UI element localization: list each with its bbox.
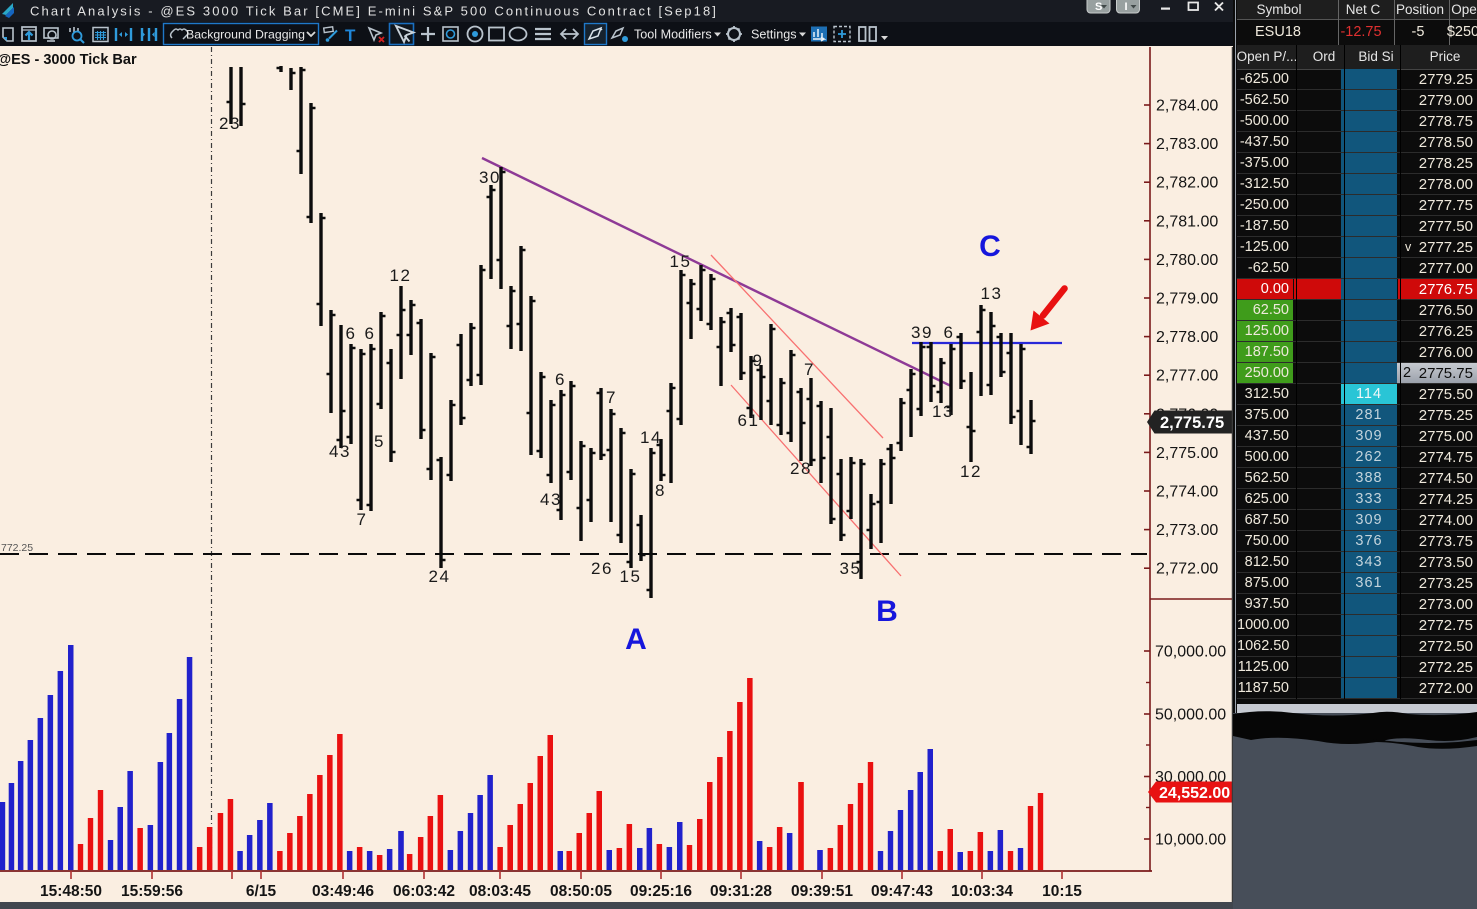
svg-text:09:31:28: 09:31:28 [710, 883, 772, 900]
svg-text:2,777.00: 2,777.00 [1156, 368, 1218, 385]
svg-text:Tool Modifiers: Tool Modifiers [634, 28, 712, 42]
svg-text:10,000.00: 10,000.00 [1155, 832, 1226, 849]
svg-text:50,000.00: 50,000.00 [1155, 707, 1226, 724]
svg-text:09:25:16: 09:25:16 [630, 883, 692, 900]
svg-text:08:03:45: 08:03:45 [469, 883, 531, 900]
svg-text:2,784.00: 2,784.00 [1156, 98, 1218, 115]
svg-text:12: 12 [390, 266, 412, 285]
svg-text:6: 6 [346, 324, 357, 343]
svg-text:43: 43 [540, 490, 562, 509]
svg-text:2,773.00: 2,773.00 [1156, 522, 1218, 539]
svg-text:2,783.00: 2,783.00 [1156, 136, 1218, 153]
svg-text:15:48:50: 15:48:50 [40, 883, 102, 900]
svg-text:Chart Analysis - @ES 3000 Tick: Chart Analysis - @ES 3000 Tick Bar [CME]… [30, 4, 718, 19]
svg-text:7: 7 [606, 388, 617, 407]
svg-text:2,772.00: 2,772.00 [1156, 561, 1218, 578]
svg-text:30: 30 [479, 168, 501, 187]
svg-text:2,775.75: 2,775.75 [1160, 414, 1224, 432]
svg-text:39: 39 [911, 323, 933, 342]
svg-text:13: 13 [932, 402, 954, 421]
svg-text:2,781.00: 2,781.00 [1156, 213, 1218, 230]
svg-text:2,778.00: 2,778.00 [1156, 329, 1218, 346]
svg-text:5: 5 [374, 432, 385, 451]
svg-text:09:47:43: 09:47:43 [871, 883, 933, 900]
svg-text:772.25: 772.25 [1, 542, 33, 554]
svg-text:70,000.00: 70,000.00 [1155, 644, 1226, 661]
svg-text:61: 61 [738, 411, 760, 430]
svg-text:6: 6 [944, 323, 955, 342]
svg-text:2,782.00: 2,782.00 [1156, 175, 1218, 192]
svg-text:15: 15 [670, 252, 692, 271]
svg-text:13: 13 [981, 284, 1003, 303]
svg-text:24: 24 [429, 567, 451, 586]
svg-text:2,775.00: 2,775.00 [1156, 445, 1218, 462]
svg-text:28: 28 [790, 459, 812, 478]
svg-text:24,552.00: 24,552.00 [1159, 785, 1230, 802]
svg-text:15:59:56: 15:59:56 [121, 883, 183, 900]
svg-text:T: T [345, 26, 356, 45]
svg-text:10:03:34: 10:03:34 [951, 883, 1013, 900]
svg-text:26: 26 [591, 559, 613, 578]
svg-text:C: C [979, 230, 1001, 263]
svg-text:2,774.00: 2,774.00 [1156, 484, 1218, 501]
svg-text:2,780.00: 2,780.00 [1156, 252, 1218, 269]
svg-text:6/15: 6/15 [246, 883, 277, 900]
svg-text:Settings: Settings [751, 28, 797, 42]
svg-text:12: 12 [960, 462, 982, 481]
svg-text:43: 43 [329, 442, 351, 461]
svg-text:15: 15 [620, 567, 642, 586]
svg-text:09:39:51: 09:39:51 [791, 883, 853, 900]
svg-text:I: I [1125, 1, 1128, 13]
svg-text:A: A [625, 623, 647, 656]
svg-text:@ES - 3000 Tick Bar: @ES - 3000 Tick Bar [0, 52, 137, 68]
svg-text:03:49:46: 03:49:46 [312, 883, 374, 900]
svg-text:8: 8 [655, 481, 666, 500]
svg-text:08:50:05: 08:50:05 [550, 883, 612, 900]
svg-text:Background Dragging: Background Dragging [186, 28, 305, 42]
svg-text:7: 7 [357, 510, 368, 529]
svg-text:B: B [876, 595, 898, 628]
svg-text:9: 9 [753, 351, 764, 370]
svg-text:7: 7 [804, 360, 815, 379]
svg-text:10:15: 10:15 [1042, 883, 1082, 900]
svg-text:6: 6 [555, 370, 566, 389]
svg-text:6: 6 [365, 324, 376, 343]
svg-text:S: S [1095, 1, 1102, 13]
svg-text:23: 23 [219, 114, 241, 133]
svg-text:2,779.00: 2,779.00 [1156, 291, 1218, 308]
svg-text:14: 14 [640, 428, 662, 447]
svg-text:35: 35 [840, 559, 862, 578]
svg-text:06:03:42: 06:03:42 [393, 883, 455, 900]
